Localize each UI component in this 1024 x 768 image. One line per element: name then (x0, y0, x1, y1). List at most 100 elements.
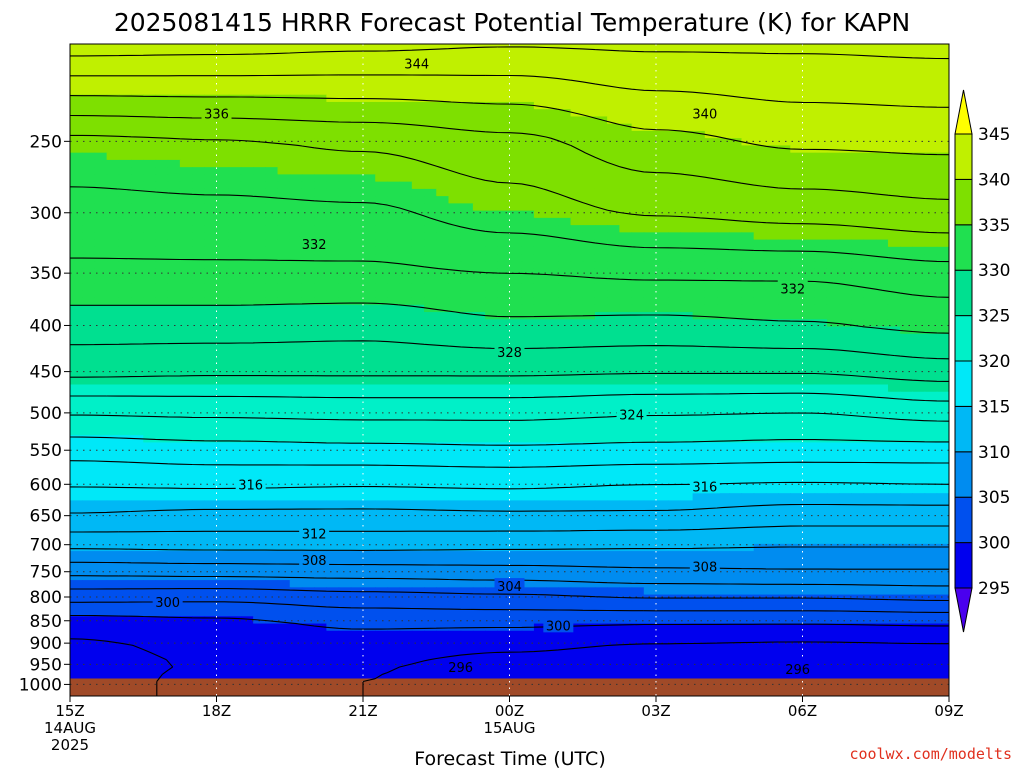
contour-fill-cell (179, 94, 193, 103)
contour-fill-cell (619, 485, 633, 494)
contour-fill-cell (460, 283, 474, 291)
contour-fill-cell (668, 196, 682, 204)
contour-fill-cell (289, 427, 303, 436)
contour-fill-cell (192, 101, 205, 110)
contour-fill-cell (314, 304, 327, 313)
contour-fill-cell (497, 72, 511, 81)
contour-fill-cell (765, 406, 779, 415)
contour-fill-cell (363, 217, 376, 226)
contour-fill-cell (448, 239, 462, 248)
contour-fill-cell (656, 225, 669, 233)
contour-fill-cell (228, 94, 242, 103)
contour-fill-cell (106, 181, 120, 190)
contour-fill-cell (509, 196, 523, 204)
contour-fill-cell (521, 101, 535, 110)
contour-fill-cell (656, 239, 669, 248)
contour-fill-cell (643, 529, 657, 538)
contour-fill-cell (216, 391, 230, 400)
contour-fill-cell (924, 464, 938, 473)
contour-fill-cell (204, 355, 218, 364)
contour-fill-cell (448, 341, 462, 349)
contour-fill-cell (924, 449, 938, 458)
contour-fill-cell (265, 370, 279, 378)
contour-fill-cell (375, 159, 389, 168)
contour-fill-cell (778, 341, 791, 349)
contour-fill-cell (778, 413, 791, 422)
contour-fill-cell (265, 304, 279, 313)
contour-fill-cell (460, 312, 474, 320)
contour-fill-cell (167, 145, 181, 154)
contour-fill-cell (533, 522, 547, 530)
contour-fill-cell (875, 319, 889, 328)
contour-fill-cell (350, 196, 364, 204)
contour-fill-cell (863, 138, 877, 147)
contour-fill-cell (143, 427, 157, 436)
contour-fill-cell (887, 261, 901, 270)
contour-fill-cell (692, 449, 706, 458)
contour-fill-cell (94, 507, 108, 516)
contour-fill-cell (424, 87, 437, 96)
contour-fill-cell (668, 522, 682, 530)
contour-fill-cell (863, 384, 877, 393)
contour-fill-cell (509, 232, 523, 241)
contour-fill-cell (131, 101, 144, 110)
contour-fill-cell (240, 44, 254, 52)
contour-fill-cell (765, 456, 779, 465)
contour-fill-cell (802, 377, 816, 386)
contour-fill-cell (143, 101, 157, 110)
contour-fill-cell (460, 181, 474, 190)
contour-fill-cell (643, 442, 657, 451)
contour-fill-cell (265, 456, 279, 465)
contour-fill-cell (82, 312, 96, 320)
contour-fill-cell (338, 370, 352, 378)
contour-fill-cell (497, 51, 511, 60)
contour-fill-cell (692, 152, 706, 161)
contour-fill-cell (118, 370, 132, 378)
contour-fill-cell (607, 188, 620, 197)
contour-fill-cell (680, 130, 694, 139)
contour-fill-cell (338, 116, 352, 125)
contour-fill-cell (558, 370, 572, 378)
contour-fill-cell (424, 333, 437, 342)
contour-fill-cell (814, 80, 828, 89)
contour-fill-cell (240, 261, 254, 270)
contour-fill-cell (717, 101, 730, 110)
contour-fill-cell (607, 427, 620, 436)
contour-fill-cell (643, 449, 657, 458)
contour-fill-cell (668, 471, 682, 480)
contour-fill-cell (826, 391, 840, 400)
contour-fill-cell (582, 493, 596, 501)
contour-fill-cell (179, 348, 193, 357)
contour-fill-cell (192, 384, 205, 393)
contour-fill-cell (533, 44, 547, 52)
contour-fill-cell (338, 420, 352, 429)
contour-fill-cell (204, 464, 218, 473)
contour-fill-cell (680, 427, 694, 436)
contour-fill-cell (436, 449, 450, 458)
contour-fill-cell (448, 355, 462, 364)
contour-fill-cell (106, 529, 120, 538)
contour-fill-cell (533, 442, 547, 451)
contour-fill-cell (521, 442, 535, 451)
contour-fill-cell (802, 304, 816, 313)
contour-fill-cell (143, 138, 157, 147)
contour-fill-cell (228, 500, 242, 509)
contour-fill-cell (924, 514, 938, 523)
contour-fill-cell (204, 123, 218, 132)
contour-fill-cell (399, 283, 413, 291)
contour-fill-cell (509, 333, 523, 342)
contour-fill-cell (70, 159, 83, 168)
contour-fill-cell (314, 500, 327, 509)
contour-fill-cell (826, 275, 840, 284)
contour-fill-cell (741, 355, 755, 364)
contour-fill-cell (472, 442, 486, 451)
contour-fill-cell (741, 167, 755, 175)
contour-fill-cell (765, 464, 779, 473)
contour-fill-cell (521, 254, 535, 262)
contour-fill-cell (765, 427, 779, 436)
contour-fill-cell (570, 413, 584, 422)
contour-fill-cell (875, 167, 889, 175)
contour-fill-cell (656, 312, 669, 320)
contour-fill-cell (497, 384, 511, 393)
contour-fill-cell (924, 348, 938, 357)
